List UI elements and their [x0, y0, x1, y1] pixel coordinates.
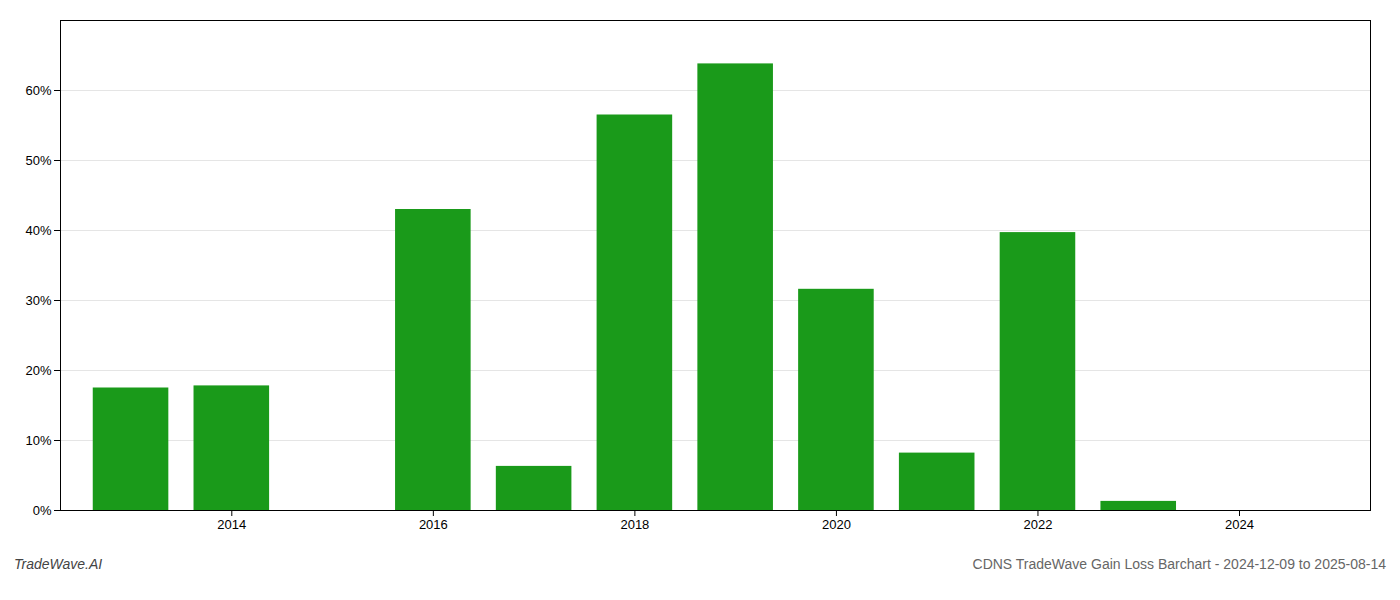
svg-text:2020: 2020	[822, 517, 851, 532]
svg-text:50%: 50%	[25, 153, 51, 168]
html-text:CDNS TradeWave Gain Loss Barch: CDNS TradeWave Gain Loss Barchart - 2024…	[972, 556, 1386, 572]
svg-text:10%: 10%	[25, 433, 51, 448]
svg-text:0%: 0%	[33, 503, 52, 518]
svg-text:2016: 2016	[419, 517, 448, 532]
svg-text:20%: 20%	[25, 363, 51, 378]
svg-text:2024: 2024	[1225, 517, 1254, 532]
svg-text:2014: 2014	[217, 517, 246, 532]
svg-text:2022: 2022	[1024, 517, 1053, 532]
svg-text:60%: 60%	[25, 83, 51, 98]
html-text:TradeWave.AI: TradeWave.AI	[14, 556, 103, 572]
svg-text:30%: 30%	[25, 293, 51, 308]
svg-text:40%: 40%	[25, 223, 51, 238]
svg-text:2018: 2018	[620, 517, 649, 532]
